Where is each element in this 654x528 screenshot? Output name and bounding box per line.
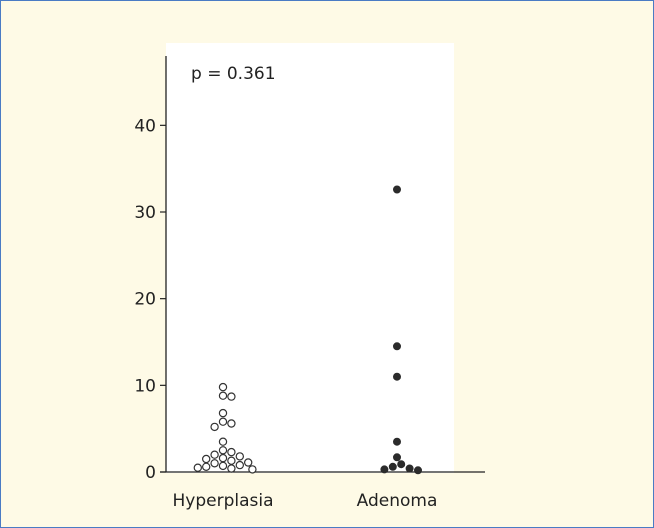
hyperplasia-point <box>218 437 228 446</box>
axes <box>160 56 485 473</box>
hyperplasia-point <box>227 447 236 457</box>
hyperplasia-point <box>235 452 244 461</box>
hyperplasia-point <box>227 419 236 428</box>
hyperplasia-point <box>218 391 228 400</box>
hyperplasia-point <box>210 450 219 459</box>
adenoma-point <box>392 453 401 462</box>
hyperplasia-point <box>243 458 253 467</box>
x-category-label: Adenoma <box>357 491 438 511</box>
y-ticks: 0 10 20 30 40 <box>134 116 166 483</box>
hyperplasia-point <box>218 461 228 471</box>
y-tick-label: 40 <box>134 116 156 136</box>
y-tick-label: 10 <box>134 376 156 396</box>
hyperplasia-point <box>218 417 228 426</box>
y-tick-label: 0 <box>145 463 156 483</box>
adenoma-point <box>405 464 414 473</box>
y-tick-label: 20 <box>134 290 156 310</box>
hyperplasia-point <box>227 456 236 465</box>
hyperplasia-point <box>210 459 219 468</box>
x-category-label: Hyperplasia <box>172 491 273 511</box>
hyperplasia-point <box>218 408 228 418</box>
adenoma-point <box>392 372 401 381</box>
hyperplasia-point <box>218 453 228 463</box>
hyperplasia-point <box>218 382 228 392</box>
plot-background <box>166 43 454 473</box>
p-value-annotation: p = 0.361 <box>191 64 276 84</box>
adenoma-point <box>392 437 401 446</box>
adenoma-point <box>388 462 397 471</box>
y-tick-label: 30 <box>134 203 156 223</box>
hyperplasia-point <box>248 465 257 474</box>
adenoma-point <box>392 342 401 351</box>
adenoma-point <box>413 466 422 475</box>
hyperplasia-point <box>193 463 202 472</box>
hyperplasia-point <box>218 446 228 455</box>
adenoma-point <box>380 465 389 474</box>
hyperplasia-point <box>227 392 236 401</box>
hyperplasia-point <box>201 462 211 471</box>
hyperplasia-point <box>227 464 236 473</box>
x-categories: Hyperplasia Adenoma <box>172 491 437 511</box>
hyperplasia-point <box>210 422 219 432</box>
adenoma-point <box>397 460 406 469</box>
hyperplasia-point <box>201 454 211 464</box>
adenoma-point <box>392 185 401 194</box>
hyperplasia-point <box>235 460 244 470</box>
data-points <box>193 185 422 475</box>
